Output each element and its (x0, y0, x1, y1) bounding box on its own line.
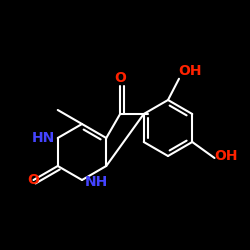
Text: HN: HN (32, 131, 56, 145)
Text: O: O (28, 173, 40, 187)
Text: OH: OH (215, 149, 238, 163)
Text: NH: NH (84, 175, 108, 189)
Text: OH: OH (178, 64, 202, 78)
Text: O: O (114, 71, 126, 85)
